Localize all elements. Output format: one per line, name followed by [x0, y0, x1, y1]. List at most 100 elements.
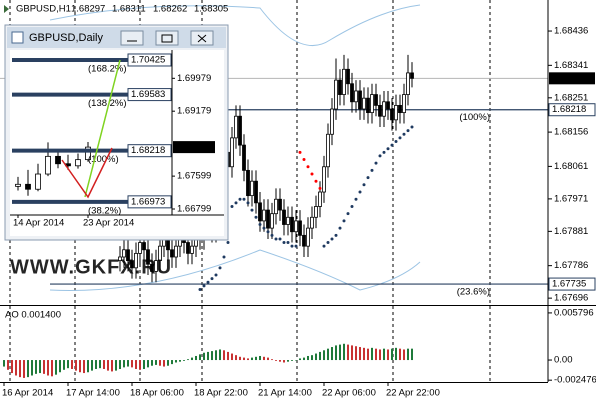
ao-bar — [195, 355, 197, 361]
sar-dot — [302, 158, 306, 162]
candle-body — [250, 180, 254, 197]
candle-body — [270, 213, 274, 229]
ao-bar — [199, 354, 201, 361]
level-price-box — [548, 277, 596, 291]
ao-bar — [331, 347, 333, 361]
level-price-label: 1.68218 — [552, 104, 586, 115]
ao-pane — [3, 343, 413, 378]
main-pane: (100%) (23.6%) WWW.GKFX.RU — [0, 0, 548, 382]
ao-bar — [323, 350, 325, 361]
fibo-leg — [61, 147, 113, 199]
candle-body — [122, 249, 126, 258]
candle-body — [322, 166, 326, 193]
sar-dot — [298, 150, 302, 154]
inset-content: 1.69979 1.69179 1.67599 1.66799 14 Apr 2014 2… — [10, 50, 224, 229]
sar-dot — [198, 287, 202, 291]
ao-bar — [163, 360, 165, 367]
candle-body — [262, 209, 266, 222]
level-price-label: 1.69583 — [131, 89, 165, 100]
ao-bar — [347, 344, 349, 361]
ao-bar — [131, 360, 133, 368]
indicator-label: AO 0.001400 — [5, 310, 61, 321]
sar-dot — [242, 197, 246, 201]
ao-bar — [363, 347, 365, 361]
sar-dot — [262, 226, 266, 230]
candle-body — [302, 234, 306, 247]
candle-body — [75, 159, 81, 167]
sar-dot — [386, 147, 390, 151]
candle-body — [386, 101, 390, 110]
y-tick-label: 1.68061 — [554, 161, 588, 172]
y-tick-label: 0.005796 — [554, 307, 594, 318]
sar-dot — [390, 143, 394, 147]
level-price-label: 1.68218 — [131, 145, 165, 156]
y-tick-label: 1.66799 — [177, 204, 211, 215]
level-price-label: 1.66973 — [131, 196, 165, 207]
ao-bar — [375, 348, 377, 361]
period-separators — [9, 0, 491, 382]
ao-bar — [287, 360, 289, 362]
ao-bar — [387, 349, 389, 361]
quote-value: 1.68305 — [194, 4, 228, 15]
ao-bar — [175, 360, 177, 363]
candle-body — [238, 115, 242, 146]
ao-bar — [87, 360, 89, 373]
candle-body — [25, 183, 31, 190]
ao-bar — [103, 360, 105, 369]
sar-dot — [290, 244, 294, 248]
x-tick-label: 18 Apr 06:00 — [130, 388, 184, 399]
level-price-box — [127, 144, 172, 158]
candle-body — [242, 144, 246, 171]
y-tick-label: 1.67599 — [177, 171, 211, 182]
candle-body — [342, 68, 346, 95]
sar-dot — [330, 237, 334, 241]
quote-value: 1.68262 — [153, 4, 187, 15]
sar-dot — [398, 136, 402, 140]
watermark: WWW.GKFX.RU — [10, 256, 172, 278]
fibo-level-label: (23.6%) — [457, 287, 490, 298]
candle-body — [266, 209, 270, 229]
ao-bar — [407, 348, 409, 361]
sar-dot — [250, 208, 254, 212]
sar-dot — [314, 179, 318, 183]
sar-dot — [402, 132, 406, 136]
sar-dot — [218, 266, 222, 270]
y-tick-label: 1.68341 — [554, 60, 588, 71]
ao-bar — [227, 351, 229, 361]
candle-body — [290, 216, 294, 233]
sar-dot — [254, 215, 258, 219]
sar-dot — [366, 176, 370, 180]
sar-dot — [394, 139, 398, 143]
candle-body — [410, 72, 414, 79]
ao-bar — [319, 351, 321, 361]
y-tick-label: 1.68436 — [554, 26, 588, 37]
ao-bar — [223, 350, 225, 361]
ao-bar — [119, 360, 121, 369]
candle-body — [258, 202, 262, 222]
x-tick-label: 17 Apr 14:00 — [66, 388, 120, 399]
candle-body — [186, 242, 190, 254]
candle-body — [190, 245, 194, 254]
ao-bar — [203, 352, 205, 361]
sar-dot — [210, 277, 214, 281]
candle-body — [158, 245, 162, 262]
x-tick-label: 21 Apr 14:00 — [258, 388, 312, 399]
ao-bar — [311, 355, 313, 361]
ao-bar — [95, 360, 97, 369]
ao-bar — [371, 347, 373, 361]
candle-body — [286, 216, 290, 225]
ao-bar — [247, 358, 249, 361]
current-price-label: 1.68305 — [552, 73, 586, 84]
maximize-button[interactable] — [155, 30, 179, 46]
candle-body — [366, 97, 370, 114]
symbol-label: GBPUSD,H1 — [16, 4, 71, 15]
ao-bar — [211, 351, 213, 361]
ao-bar — [79, 360, 81, 373]
minimize-button[interactable] — [120, 30, 144, 46]
ao-bar — [135, 360, 137, 369]
ao-bar — [71, 360, 73, 369]
level-price-box — [548, 103, 596, 117]
ao-bar — [339, 344, 341, 361]
ao-bar — [115, 360, 117, 371]
ao-bar — [59, 360, 61, 373]
